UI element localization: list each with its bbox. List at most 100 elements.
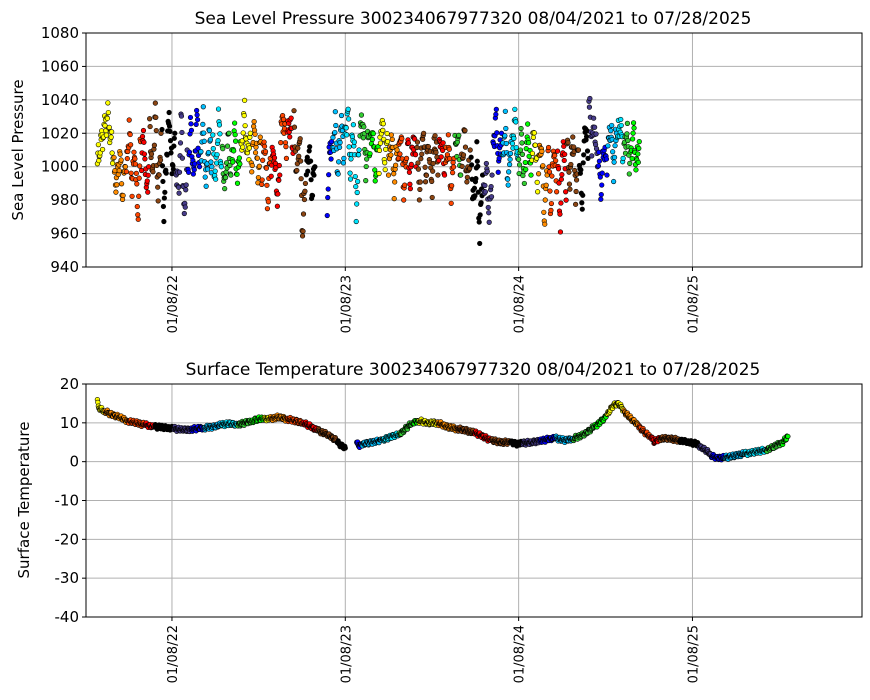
data-point — [423, 172, 430, 178]
data-point — [554, 148, 561, 154]
data-point — [526, 153, 532, 159]
data-point — [392, 179, 398, 185]
data-point — [204, 166, 211, 172]
data-point — [139, 133, 146, 140]
series-7 — [201, 420, 223, 433]
data-point — [519, 151, 526, 157]
data-point — [109, 160, 116, 166]
data-point — [151, 142, 157, 148]
data-point — [122, 164, 129, 170]
data-point — [415, 166, 422, 172]
data-point — [305, 168, 311, 174]
y-tick-label: 940 — [50, 258, 79, 276]
series-42 — [529, 129, 541, 195]
series-9 — [210, 106, 224, 182]
series-12 — [238, 97, 253, 163]
y-tick-label: 1020 — [41, 124, 79, 142]
data-point — [624, 131, 630, 137]
data-point — [482, 182, 488, 189]
data-point — [148, 151, 155, 157]
data-point — [416, 197, 422, 203]
data-point — [548, 207, 554, 213]
data-marks — [94, 396, 791, 463]
series-31 — [436, 136, 448, 178]
data-point — [476, 219, 482, 225]
data-point — [567, 186, 573, 192]
data-point — [124, 155, 130, 162]
data-point — [464, 179, 470, 185]
data-point — [214, 152, 220, 158]
series-10 — [219, 130, 234, 192]
x-tick-label: 01/08/22 — [166, 625, 181, 683]
data-point — [187, 114, 194, 121]
data-point — [236, 155, 242, 161]
series-18 — [359, 436, 384, 449]
series-33 — [604, 399, 626, 417]
y-axis-label: Sea Level Pressure — [9, 79, 27, 220]
data-point — [406, 169, 413, 175]
data-point — [559, 172, 565, 178]
data-point — [345, 106, 351, 112]
data-point — [163, 170, 169, 176]
data-point — [355, 152, 362, 158]
series-24 — [454, 424, 477, 437]
data-point — [450, 164, 457, 170]
data-point — [171, 143, 177, 149]
data-point — [419, 151, 425, 157]
series-0 — [94, 100, 116, 167]
data-point — [412, 152, 419, 158]
data-point — [234, 180, 241, 186]
data-point — [105, 109, 111, 116]
data-point — [493, 111, 499, 117]
data-point — [469, 162, 475, 168]
y-tick-label: -20 — [55, 530, 80, 548]
data-point — [412, 136, 418, 142]
data-point — [391, 196, 397, 202]
data-point — [216, 122, 223, 128]
data-point — [609, 122, 615, 129]
data-point — [138, 167, 145, 174]
data-point — [460, 152, 467, 158]
data-point — [563, 197, 569, 203]
data-point — [183, 182, 189, 188]
data-point — [147, 123, 153, 130]
data-point — [579, 206, 585, 212]
data-point — [128, 142, 134, 148]
data-point — [123, 169, 129, 175]
data-point — [116, 168, 122, 174]
data-point — [462, 144, 469, 150]
data-point — [324, 212, 330, 219]
data-point — [265, 199, 271, 205]
data-point — [301, 196, 308, 203]
data-point — [179, 155, 186, 161]
data-point — [517, 147, 524, 153]
data-point — [157, 157, 164, 163]
y-tick-label: -10 — [55, 492, 80, 510]
data-point — [232, 132, 238, 138]
data-point — [603, 156, 610, 162]
data-point — [546, 169, 553, 175]
data-point — [502, 133, 508, 139]
data-point — [330, 134, 336, 141]
series-13 — [284, 414, 306, 427]
data-point — [376, 147, 383, 153]
data-point — [288, 115, 294, 121]
data-point — [119, 181, 125, 187]
data-point — [161, 195, 167, 201]
data-point — [384, 139, 391, 145]
data-point — [128, 170, 134, 176]
data-point — [367, 151, 373, 157]
data-point — [624, 120, 630, 126]
data-point — [636, 139, 642, 145]
data-point — [477, 240, 483, 247]
data-point — [277, 172, 283, 178]
data-point — [95, 142, 101, 148]
data-point — [503, 125, 509, 132]
data-point — [599, 182, 605, 188]
data-point — [276, 177, 282, 183]
data-point — [456, 132, 462, 139]
y-axis-label: Surface Temperature — [15, 422, 33, 579]
series-44 — [545, 144, 560, 217]
data-point — [467, 147, 473, 153]
data-point — [543, 182, 549, 188]
